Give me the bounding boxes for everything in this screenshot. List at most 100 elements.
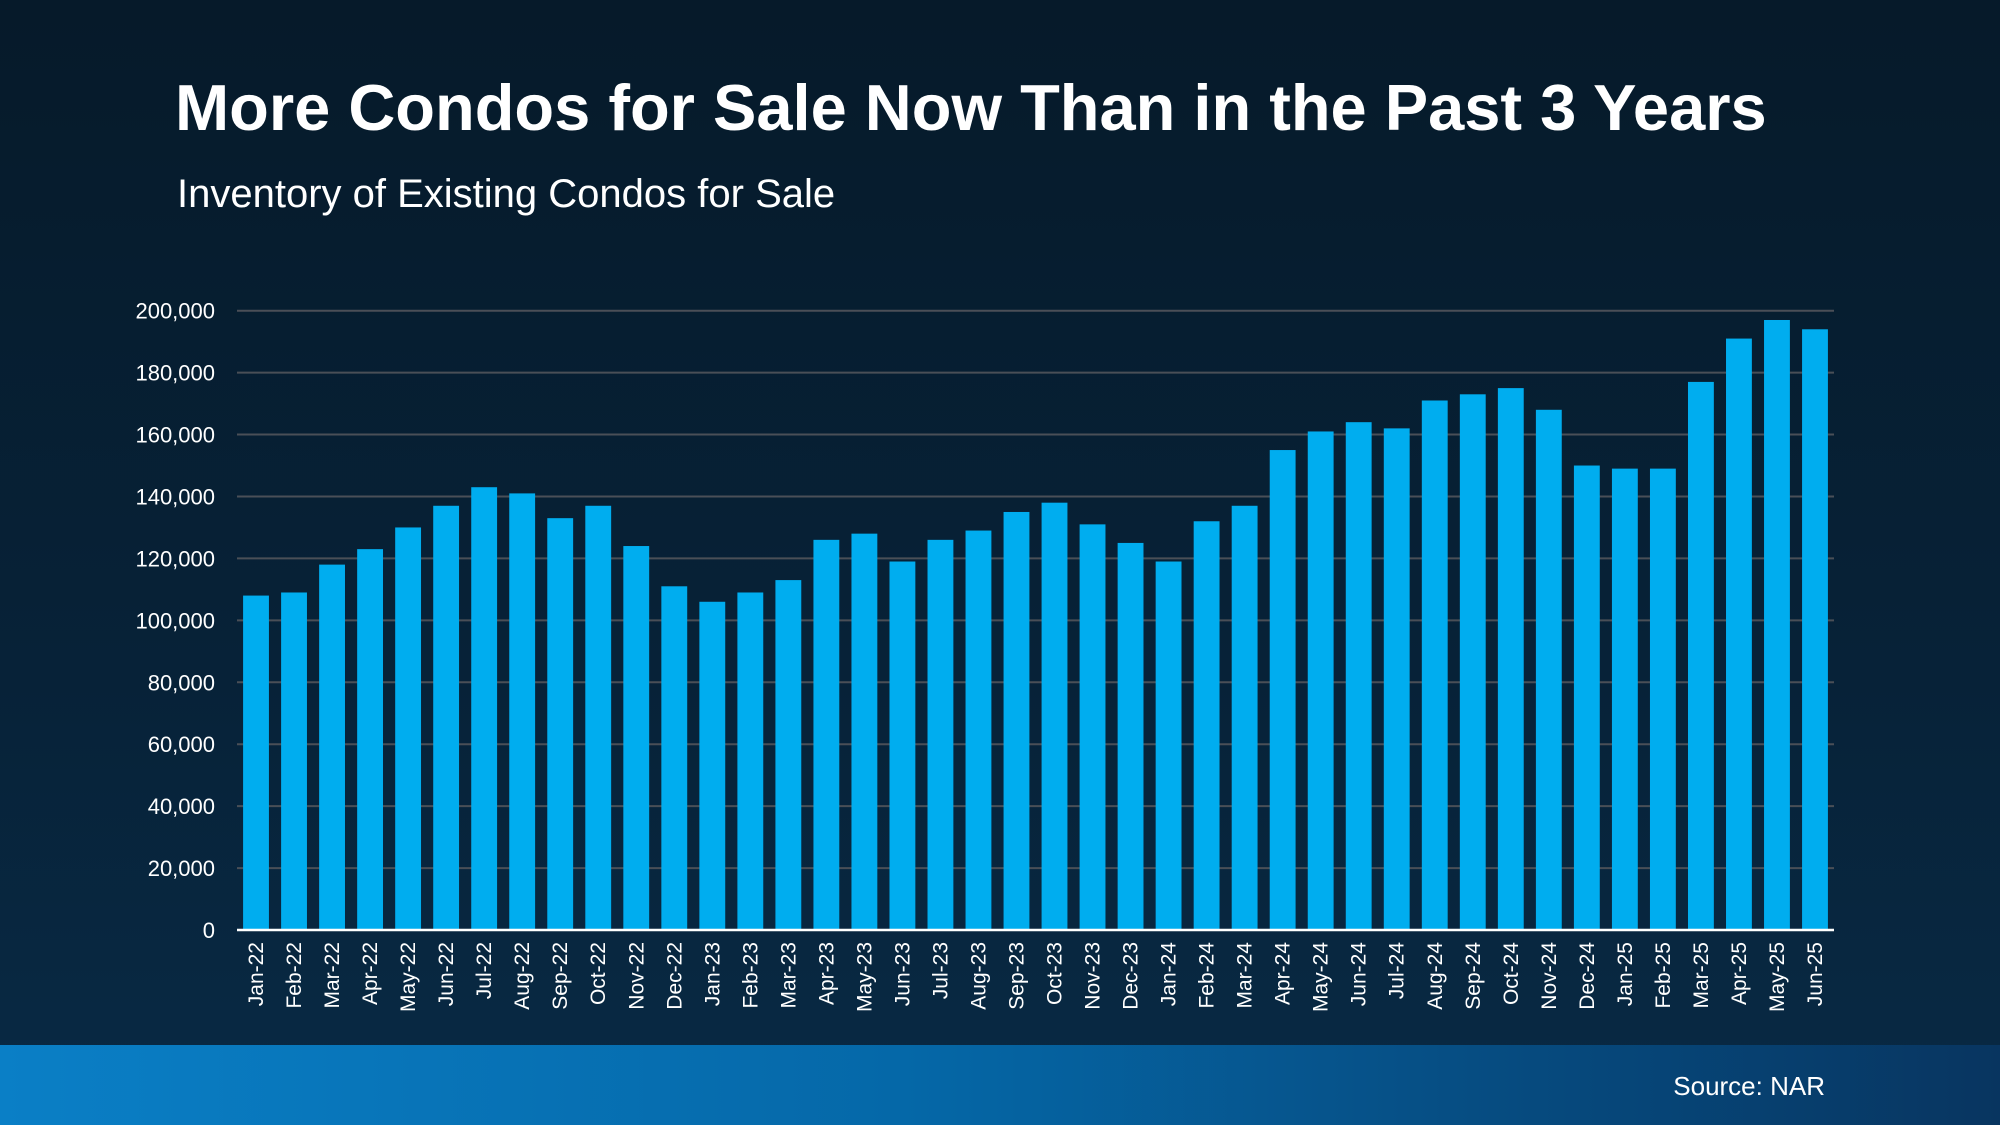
x-tick-label: May-23 xyxy=(853,942,876,1012)
bar xyxy=(851,533,878,930)
bar xyxy=(1383,428,1410,930)
bar xyxy=(813,539,840,930)
y-tick-label: 180,000 xyxy=(135,361,215,386)
bar xyxy=(737,592,764,930)
x-tick-label: Jun-22 xyxy=(435,942,458,1006)
x-tick-label: Dec-22 xyxy=(663,942,686,1010)
bar xyxy=(1307,431,1334,930)
y-tick-label: 20,000 xyxy=(148,856,215,881)
bar-chart: 0 20,000 40,000 60,000 80,000 100,000 120,000 1… xyxy=(135,299,1834,1012)
y-tick-label: 0 xyxy=(203,918,215,943)
bar xyxy=(1003,511,1030,930)
bar xyxy=(1155,561,1182,930)
x-tick-label: Mar-22 xyxy=(321,942,344,1009)
x-tick-label: Oct-24 xyxy=(1500,942,1523,1005)
x-tick-label: Jul-24 xyxy=(1386,942,1409,1000)
x-tick-label: Jul-22 xyxy=(473,942,496,999)
bar xyxy=(1421,400,1448,930)
x-tick-label: Apr-24 xyxy=(1272,942,1295,1005)
bar xyxy=(281,592,307,930)
bar xyxy=(1459,394,1486,930)
x-tick-label: May-22 xyxy=(397,942,420,1012)
x-tick-label: Feb-23 xyxy=(739,942,762,1009)
bar xyxy=(395,527,422,930)
x-tick-label: Aug-24 xyxy=(1424,942,1447,1010)
x-tick-label: Feb-22 xyxy=(283,942,306,1009)
bar xyxy=(699,601,726,930)
x-tick-label: Jan-23 xyxy=(701,942,724,1006)
x-tick-label: Jun-25 xyxy=(1804,942,1827,1006)
x-tick-label: Apr-22 xyxy=(359,942,382,1005)
y-tick-label: 40,000 xyxy=(148,794,215,819)
bar xyxy=(927,539,954,930)
x-tick-label: Oct-22 xyxy=(587,942,610,1005)
bar xyxy=(471,487,498,930)
bar xyxy=(547,518,574,930)
x-tick-label: Aug-23 xyxy=(967,942,990,1010)
bar xyxy=(357,549,384,930)
bar xyxy=(1497,388,1524,930)
bar xyxy=(1269,450,1296,930)
bar xyxy=(1649,468,1676,930)
bar xyxy=(1231,505,1258,930)
bar xyxy=(585,505,612,930)
bar xyxy=(319,564,345,930)
x-tick-label: Jun-23 xyxy=(891,942,914,1006)
bar xyxy=(775,580,802,930)
x-tick-label: Apr-25 xyxy=(1728,942,1751,1005)
bar xyxy=(1345,422,1372,930)
x-tick-label: Sep-24 xyxy=(1462,942,1485,1010)
x-tick-label: May-24 xyxy=(1310,942,1333,1012)
bar xyxy=(1802,329,1828,930)
x-tick-label: Nov-24 xyxy=(1538,942,1561,1010)
bar xyxy=(889,561,916,930)
x-tick-label: Feb-25 xyxy=(1652,942,1675,1009)
x-tick-label: Mar-24 xyxy=(1234,942,1257,1009)
x-tick-label: Jan-25 xyxy=(1614,942,1637,1006)
bar xyxy=(965,530,992,930)
bar xyxy=(1573,465,1600,930)
x-tick-label: Nov-23 xyxy=(1082,942,1105,1010)
x-tick-label: Dec-23 xyxy=(1120,942,1143,1010)
bar xyxy=(1193,521,1220,930)
x-tick-label: Oct-23 xyxy=(1044,942,1067,1005)
x-tick-label: Nov-22 xyxy=(625,942,648,1010)
bar xyxy=(1041,502,1068,930)
x-tick-label: Apr-23 xyxy=(815,942,838,1005)
bar xyxy=(1687,381,1714,930)
x-tick-label: Mar-25 xyxy=(1690,942,1713,1009)
x-tick-label: Feb-24 xyxy=(1196,942,1219,1009)
y-tick-label: 100,000 xyxy=(135,608,215,633)
x-tick-label: Sep-22 xyxy=(549,942,572,1010)
x-tick-label: May-25 xyxy=(1766,942,1789,1012)
x-tick-label: Mar-23 xyxy=(777,942,800,1009)
x-tick-label: Jan-22 xyxy=(245,942,268,1006)
chart-subtitle: Inventory of Existing Condos for Sale xyxy=(177,172,836,216)
y-tick-label: 140,000 xyxy=(135,484,215,509)
footer-band: Source: NAR xyxy=(0,1045,2000,1125)
bar xyxy=(1726,338,1752,931)
chart-title: More Condos for Sale Now Than in the Pas… xyxy=(175,71,1767,144)
bar xyxy=(1079,524,1106,930)
bar xyxy=(243,595,269,930)
y-tick-label: 60,000 xyxy=(148,732,215,757)
bar xyxy=(1535,409,1562,931)
bar xyxy=(509,493,536,930)
y-tick-label: 80,000 xyxy=(148,670,215,695)
x-tick-label: Aug-22 xyxy=(511,942,534,1010)
x-tick-label: Jan-24 xyxy=(1158,942,1181,1007)
y-tick-label: 200,000 xyxy=(135,299,215,324)
bar xyxy=(1611,468,1638,930)
bar xyxy=(433,505,460,930)
bar xyxy=(623,546,650,930)
x-tick-label: Jul-23 xyxy=(929,942,952,999)
bar xyxy=(661,586,688,930)
source-label: Source: NAR xyxy=(1673,1071,1825,1101)
x-tick-label: Sep-23 xyxy=(1005,942,1028,1010)
x-tick-label: Dec-24 xyxy=(1576,942,1599,1010)
x-tick-label: Jun-24 xyxy=(1348,942,1371,1007)
bar xyxy=(1764,319,1790,930)
y-tick-label: 120,000 xyxy=(135,546,215,571)
bar xyxy=(1117,542,1144,930)
y-tick-label: 160,000 xyxy=(135,423,215,448)
